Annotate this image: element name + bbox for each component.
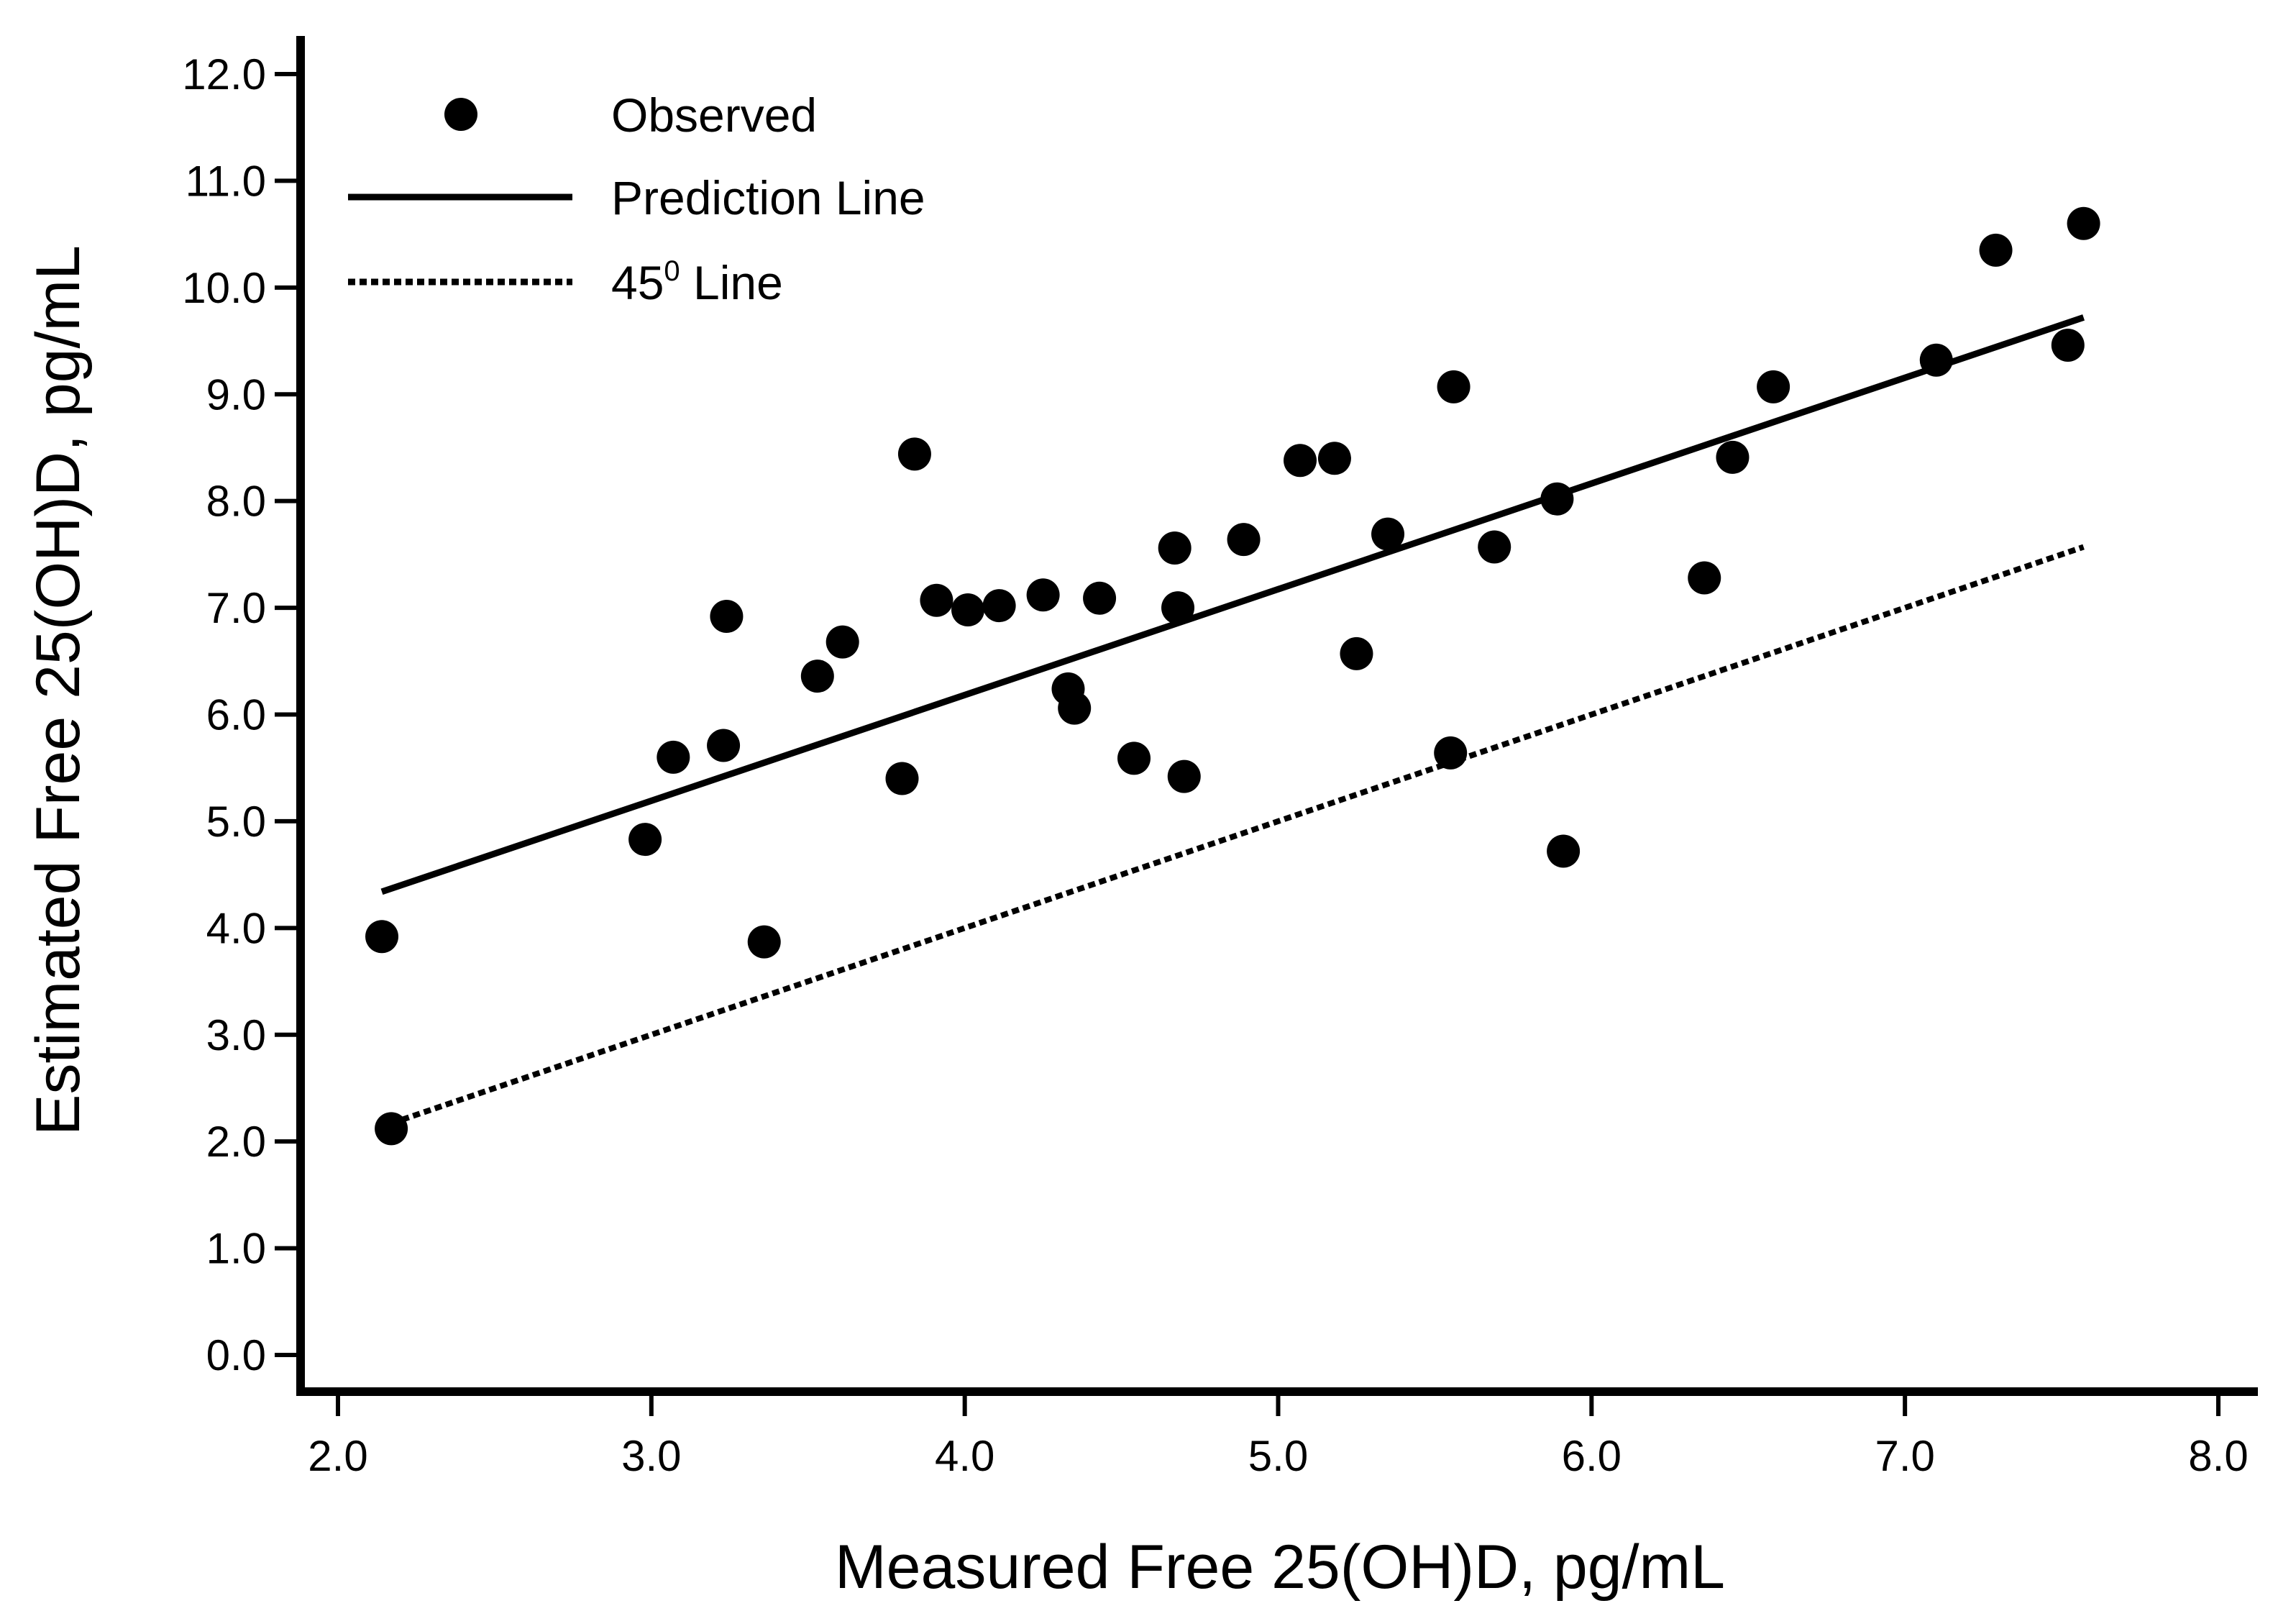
observed-point <box>2051 328 2085 362</box>
y-tick-label: 1.0 <box>206 1225 266 1273</box>
observed-point <box>1083 581 1117 615</box>
observed-point <box>1919 343 1953 377</box>
y-tick-label: 10.0 <box>182 264 266 312</box>
x-tick-label: 8.0 <box>2188 1432 2248 1480</box>
y-tick-label: 0.0 <box>206 1331 266 1379</box>
x-tick-label: 5.0 <box>1248 1432 1308 1480</box>
observed-point <box>710 599 744 633</box>
y-tick-label: 5.0 <box>206 798 266 846</box>
legend-45-prefix: 45 <box>611 256 664 309</box>
observed-point <box>657 740 690 774</box>
y-tick-label: 3.0 <box>206 1011 266 1059</box>
legend-45-line-label: 450 Line <box>611 255 783 309</box>
y-tick-label: 12.0 <box>182 50 266 99</box>
observed-points <box>365 206 2100 1146</box>
legend-observed-label: Observed <box>611 88 817 142</box>
observed-point <box>628 823 662 857</box>
y-tick-label: 7.0 <box>206 584 266 632</box>
observed-point <box>1434 736 1468 770</box>
observed-point <box>1058 691 1092 725</box>
observed-point <box>1117 741 1151 775</box>
observed-point <box>1437 370 1471 403</box>
observed-point <box>1167 759 1201 793</box>
observed-point <box>1161 591 1195 625</box>
prediction-line <box>380 314 2085 895</box>
observed-point <box>1757 370 1790 403</box>
axes: 0.0 1.0 2.0 3.0 4.0 5.0 6.0 7.0 8.0 9.0 10.0 11.0 12… <box>182 36 2258 1480</box>
observed-point <box>365 920 399 954</box>
observed-point <box>951 593 985 627</box>
observed-point <box>920 583 953 617</box>
observed-point <box>1478 530 1511 564</box>
fit-lines <box>380 314 2085 1126</box>
observed-point <box>1547 834 1581 868</box>
x-tick-label: 3.0 <box>621 1432 681 1480</box>
observed-point <box>1340 636 1373 670</box>
observed-point <box>897 437 931 471</box>
observed-point <box>1688 561 1721 595</box>
observed-point <box>982 589 1016 623</box>
legend-45-suffix: Line <box>680 256 783 309</box>
line-45-degree <box>390 544 2085 1126</box>
y-tick-label: 8.0 <box>206 478 266 526</box>
observed-point <box>707 729 741 762</box>
observed-point <box>1317 442 1351 475</box>
observed-point <box>1227 523 1261 557</box>
observed-point <box>885 762 919 795</box>
legend-45-superscript: 0 <box>664 255 680 287</box>
observed-point <box>825 625 859 659</box>
observed-point <box>1284 444 1317 478</box>
y-tick-label: 4.0 <box>206 904 266 952</box>
y-tick-label: 9.0 <box>206 370 266 419</box>
y-axis-title: Estimated Free 25(OH)D, pg/mL <box>24 245 93 1136</box>
legend: Observed Prediction Line 450 Line <box>348 88 925 309</box>
observed-point <box>800 660 834 693</box>
observed-point <box>747 925 781 959</box>
y-tick-label: 2.0 <box>206 1118 266 1166</box>
legend-prediction-label: Prediction Line <box>611 171 925 224</box>
x-tick-label: 7.0 <box>1875 1432 1934 1480</box>
x-tick-label: 6.0 <box>1562 1432 1622 1480</box>
observed-point <box>2067 206 2100 240</box>
x-axis-title: Measured Free 25(OH)D, pg/mL <box>835 1533 1725 1602</box>
observed-point <box>1371 517 1405 551</box>
legend-observed-marker <box>444 98 477 131</box>
observed-point <box>1540 482 1574 516</box>
observed-point <box>375 1112 408 1146</box>
x-tick-label: 2.0 <box>308 1432 367 1480</box>
observed-point <box>1026 578 1060 612</box>
observed-point <box>1716 440 1750 474</box>
observed-point <box>1158 531 1192 565</box>
x-tick-label: 4.0 <box>935 1432 994 1480</box>
observed-point <box>1979 233 2013 267</box>
y-tick-label: 6.0 <box>206 691 266 739</box>
y-tick-label: 11.0 <box>186 157 266 205</box>
